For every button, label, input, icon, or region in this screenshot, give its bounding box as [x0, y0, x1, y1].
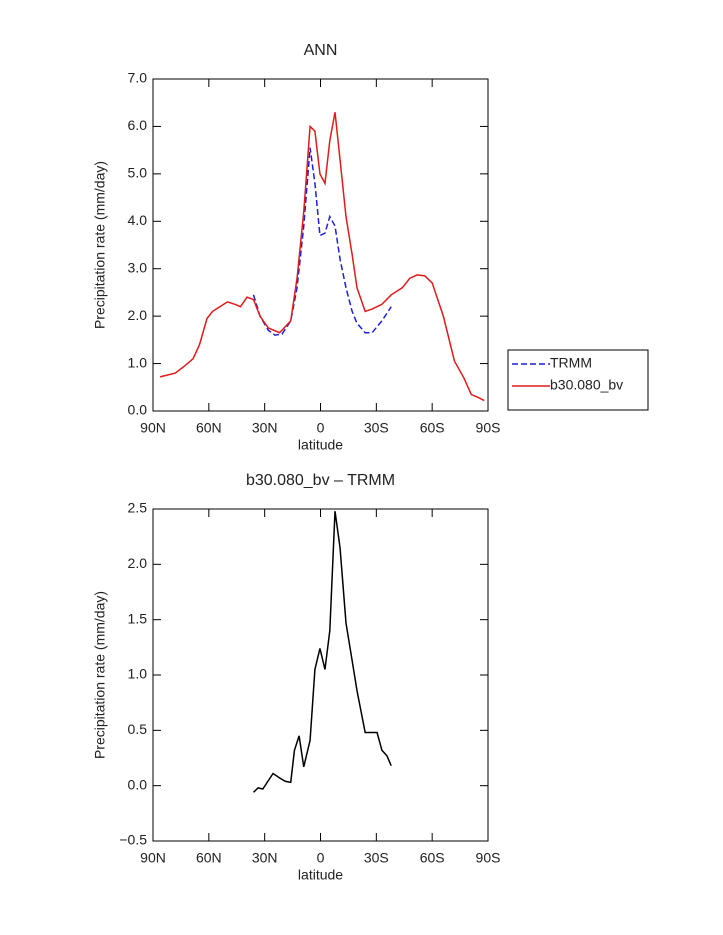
x-tick-label: 60N: [196, 850, 222, 866]
x-tick-label: 90S: [476, 420, 501, 436]
y-tick-label: 2.0: [128, 555, 148, 571]
y-tick-label: 1.0: [128, 666, 148, 682]
y-tick-label: 6.0: [128, 117, 148, 133]
chart-title: b30.080_bv – TRMM: [246, 472, 395, 489]
y-tick-label: 2.0: [128, 307, 148, 323]
x-tick-label: 0: [317, 850, 325, 866]
x-axis-label: latitude: [298, 437, 343, 453]
plot-frame: [152, 508, 489, 842]
data-line: [252, 147, 392, 336]
data-line: [252, 511, 392, 793]
legend-box: [507, 349, 649, 411]
x-axis-label: latitude: [298, 867, 343, 883]
y-axis-label: Precipitation rate (mm/day): [92, 591, 108, 759]
y-tick-label: 0.5: [128, 721, 148, 737]
y-tick-label: 1.5: [128, 610, 148, 626]
y-axis-label: Precipitation rate (mm/day): [92, 161, 108, 329]
y-tick-label: 5.0: [128, 165, 148, 181]
data-line: [159, 112, 485, 402]
y-tick-label: 0.0: [128, 402, 148, 418]
y-tick-label: −0.5: [119, 832, 147, 848]
x-tick-label: 90N: [140, 420, 166, 436]
x-tick-label: 30N: [252, 850, 278, 866]
x-tick-label: 30N: [252, 420, 278, 436]
legend-label: b30.080_bv: [550, 377, 623, 393]
y-tick-label: 0.0: [128, 776, 148, 792]
plot-frame: [152, 78, 489, 412]
y-tick-label: 1.0: [128, 354, 148, 370]
legend-label: TRMM: [550, 355, 592, 371]
x-tick-label: 30S: [364, 420, 389, 436]
y-tick-label: 7.0: [128, 70, 148, 86]
x-tick-label: 60N: [196, 420, 222, 436]
x-tick-label: 30S: [364, 850, 389, 866]
x-tick-label: 90N: [140, 850, 166, 866]
y-tick-label: 3.0: [128, 259, 148, 275]
x-tick-label: 60S: [420, 420, 445, 436]
y-tick-label: 4.0: [128, 212, 148, 228]
y-tick-label: 2.5: [128, 500, 148, 516]
x-tick-label: 90S: [476, 850, 501, 866]
x-tick-label: 60S: [420, 850, 445, 866]
chart-title: ANN: [304, 42, 338, 59]
x-tick-label: 0: [317, 420, 325, 436]
